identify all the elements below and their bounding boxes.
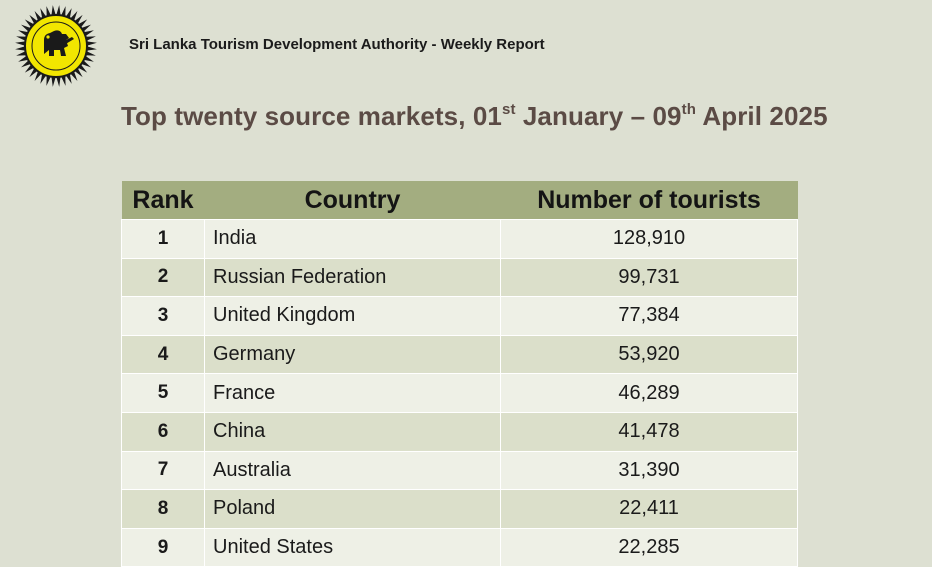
- rank-cell: 4: [121, 334, 205, 375]
- title-part-1: Top twenty source markets, 01: [121, 101, 502, 131]
- tourists-cell: 22,411: [500, 489, 798, 529]
- country-cell: United States: [204, 527, 501, 567]
- page-title: Top twenty source markets, 01st January …: [121, 101, 828, 132]
- country-cell: India: [204, 219, 501, 259]
- header-number-of-tourists: Number of tourists: [500, 181, 798, 220]
- tourists-cell: 77,384: [500, 296, 798, 336]
- rank-cell: 1: [121, 219, 205, 259]
- rank-cell: 7: [121, 450, 205, 491]
- country-cell: France: [204, 373, 501, 413]
- rank-cell: 5: [121, 373, 205, 413]
- table-row: 9 United States 22,285: [121, 527, 798, 567]
- table-header-row: Rank Country Number of tourists: [121, 181, 798, 220]
- rank-cell: 6: [121, 411, 205, 452]
- tourists-cell: 53,920: [500, 334, 798, 375]
- table-row: 3 United Kingdom 77,384: [121, 296, 798, 336]
- title-superscript-2: th: [681, 101, 696, 118]
- rank-cell: 9: [121, 527, 205, 567]
- country-cell: United Kingdom: [204, 296, 501, 336]
- report-header-title: Sri Lanka Tourism Development Authority …: [129, 36, 545, 53]
- rank-cell: 2: [121, 257, 205, 298]
- country-cell: Russian Federation: [204, 257, 501, 298]
- table-row: 6 China 41,478: [121, 411, 798, 452]
- table-row: 1 India 128,910: [121, 219, 798, 259]
- tourists-cell: 99,731: [500, 257, 798, 298]
- rank-cell: 8: [121, 489, 205, 529]
- header-rank: Rank: [121, 181, 205, 220]
- tourists-cell: 41,478: [500, 411, 798, 452]
- rank-cell: 3: [121, 296, 205, 336]
- lion-emblem-icon: [15, 5, 97, 87]
- source-markets-table: Rank Country Number of tourists 1 India …: [121, 181, 798, 567]
- title-part-2: January – 09: [515, 101, 682, 131]
- tourists-cell: 22,285: [500, 527, 798, 567]
- table-row: 7 Australia 31,390: [121, 450, 798, 491]
- table-row: 2 Russian Federation 99,731: [121, 257, 798, 298]
- tourists-cell: 128,910: [500, 219, 798, 259]
- sltda-logo: [14, 4, 98, 88]
- title-superscript-1: st: [502, 101, 516, 118]
- table-row: 8 Poland 22,411: [121, 489, 798, 529]
- country-cell: China: [204, 411, 501, 452]
- country-cell: Australia: [204, 450, 501, 491]
- header-country: Country: [204, 181, 501, 220]
- table-row: 5 France 46,289: [121, 373, 798, 413]
- country-cell: Germany: [204, 334, 501, 375]
- country-cell: Poland: [204, 489, 501, 529]
- table-row: 4 Germany 53,920: [121, 334, 798, 375]
- title-part-3: April 2025: [695, 101, 828, 131]
- tourists-cell: 46,289: [500, 373, 798, 413]
- tourists-cell: 31,390: [500, 450, 798, 491]
